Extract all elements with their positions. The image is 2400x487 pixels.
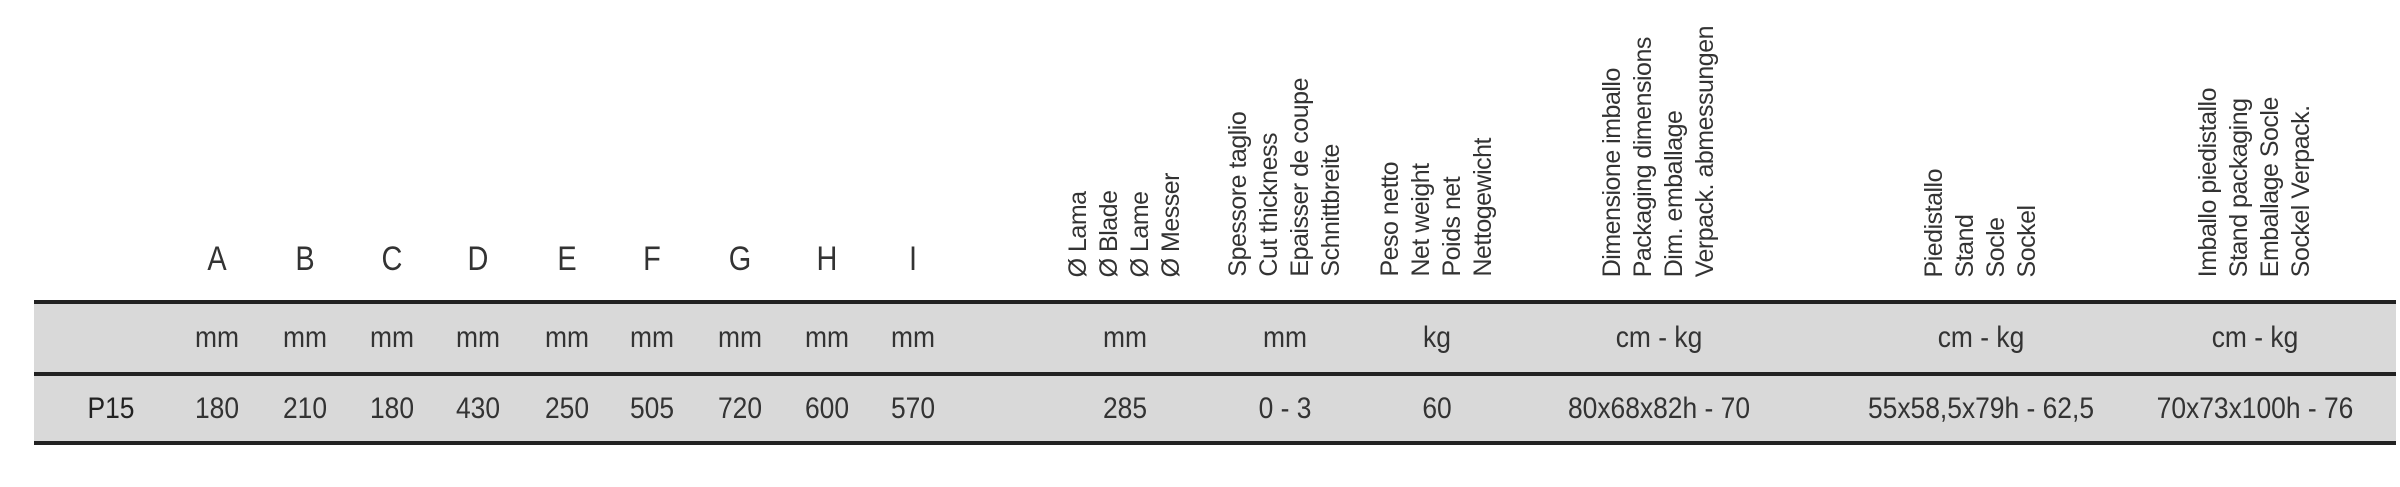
data-cell: 250: [544, 392, 590, 425]
data-cell: 180: [369, 392, 415, 425]
data-cell: 55x58,5x79h - 62,5: [1867, 392, 2095, 425]
unit-cell: cm - kg: [1937, 321, 2025, 354]
row-rule: [34, 372, 2396, 376]
header-line: Poids net: [1438, 177, 1466, 277]
header-line: Socle: [1982, 216, 2010, 277]
unit-cell: mm: [805, 321, 849, 354]
unit-cell: mm: [545, 321, 589, 354]
header-line: Verpack. abmessungen: [1691, 25, 1719, 277]
header-line: Emballage Socle: [2256, 96, 2284, 277]
column-header: Imballo piedistallo Stand packaging Emball…: [2193, 88, 2317, 277]
column-header: Dimensione imballo Packaging dimensions Di…: [1597, 26, 1721, 277]
unit-cell: mm: [456, 321, 500, 354]
column-header: Ø Lama Ø Blade Ø Lame Ø Messer: [1063, 173, 1187, 277]
column-header: Piedistallo Stand Socle Sockel: [1919, 169, 2043, 277]
data-cell: 505: [629, 392, 675, 425]
unit-cell: kg: [1423, 321, 1451, 354]
column-header: Spessore taglio Cut thickness Epaisser de …: [1223, 78, 1347, 277]
column-header: A: [207, 240, 227, 278]
header-line: Imballo piedistallo: [2194, 87, 2222, 277]
column-header: F: [643, 240, 661, 278]
unit-cell: mm: [891, 321, 935, 354]
header-line: Piedistallo: [1920, 168, 1948, 277]
unit-cell: mm: [283, 321, 327, 354]
data-cell: 720: [717, 392, 763, 425]
header-line: Schnittbreite: [1317, 144, 1345, 277]
data-cell: 180: [194, 392, 240, 425]
unit-cell: mm: [1103, 321, 1147, 354]
data-row: [34, 376, 2396, 441]
header-line: Ø Blade: [1095, 190, 1123, 277]
header-line: Ø Lame: [1126, 191, 1154, 277]
unit-cell: mm: [195, 321, 239, 354]
unit-cell: mm: [718, 321, 762, 354]
unit-cell: mm: [1263, 321, 1307, 354]
column-header: Peso netto Net weight Poids net Nettogewich…: [1375, 138, 1499, 277]
header-line: Spessore taglio: [1224, 112, 1252, 277]
data-cell: 80x68x82h - 70: [1567, 392, 1751, 425]
column-header: G: [728, 240, 752, 278]
data-cell: 60: [1422, 392, 1452, 425]
header-line: Stand: [1951, 214, 1979, 277]
header-line: Cut thickness: [1255, 133, 1283, 277]
header-line: Dim. emballage: [1660, 110, 1688, 277]
header-line: Epaisser de coupe: [1286, 78, 1314, 277]
column-header: B: [295, 240, 315, 278]
header-line: Ø Lama: [1064, 191, 1092, 277]
column-header: H: [816, 240, 838, 278]
header-line: Stand packaging: [2225, 98, 2253, 277]
header-line: Sockel Verpack.: [2287, 105, 2315, 277]
header-line: Peso netto: [1376, 162, 1404, 277]
data-cell: 285: [1102, 392, 1148, 425]
units-row: [34, 304, 2396, 372]
data-cell: 70x73x100h - 76: [2156, 392, 2354, 425]
unit-cell: cm - kg: [2211, 321, 2299, 354]
header-line: Net weight: [1407, 163, 1435, 277]
column-header: I: [908, 240, 918, 278]
data-cell: 210: [282, 392, 328, 425]
unit-cell: mm: [630, 321, 674, 354]
bottom-rule: [34, 441, 2396, 445]
header-line: Sockel: [2013, 204, 2041, 277]
data-cell: 430: [455, 392, 501, 425]
header-line: Ø Messer: [1157, 172, 1185, 277]
column-header: E: [557, 240, 577, 278]
unit-cell: mm: [370, 321, 414, 354]
data-cell: 600: [804, 392, 850, 425]
column-header: D: [467, 240, 489, 278]
data-cell: 570: [890, 392, 936, 425]
header-rule: [34, 300, 2396, 304]
data-cell: 0 - 3: [1258, 392, 1312, 425]
header-line: Nettogewicht: [1469, 138, 1497, 277]
row-label: P15: [87, 392, 135, 425]
header-line: Packaging dimensions: [1629, 36, 1657, 277]
header-line: Dimensione imballo: [1598, 67, 1626, 277]
column-header: C: [381, 240, 403, 278]
unit-cell: cm - kg: [1615, 321, 1703, 354]
